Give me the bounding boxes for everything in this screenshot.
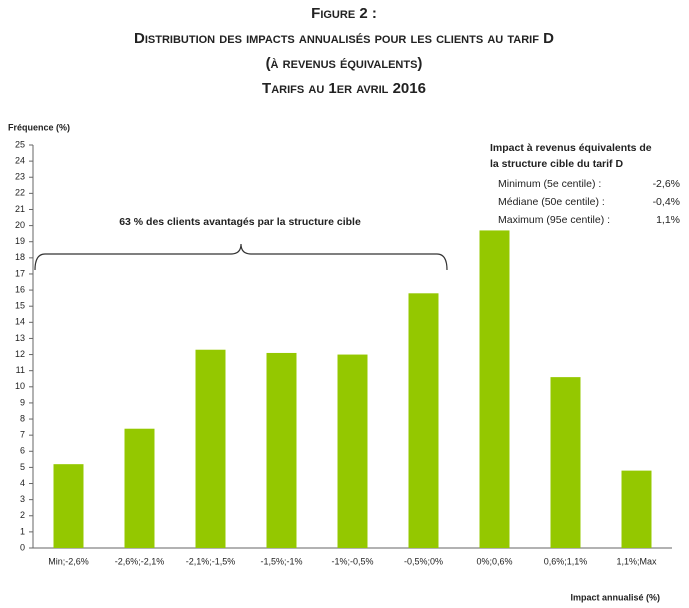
y-tick-label: 6 [20, 446, 25, 456]
y-tick-label: 7 [20, 430, 25, 440]
x-tick-label: -0,5%;0% [404, 556, 443, 566]
x-axis-label: Impact annualisé (%) [570, 592, 660, 602]
bar [479, 230, 510, 548]
infobox-title: Impact à revenus équivalents de [490, 142, 652, 154]
x-tick-label: -1,5%;-1% [260, 556, 302, 566]
y-tick-label: 10 [15, 381, 25, 391]
y-tick-label: 17 [15, 268, 25, 278]
y-tick-label: 1 [20, 526, 25, 536]
chart-title: Distribution des impacts annualisés pour… [134, 30, 554, 47]
bar [408, 293, 439, 548]
x-tick-label: -2,6%;-2,1% [115, 556, 165, 566]
y-tick-label: 9 [20, 397, 25, 407]
brace [34, 243, 448, 271]
y-tick-label: 8 [20, 413, 25, 423]
y-tick-label: 25 [15, 139, 25, 149]
y-tick-label: 0 [20, 542, 25, 552]
x-tick-label: -1%;-0,5% [331, 556, 373, 566]
chart-title: Tarifs au 1er avril 2016 [262, 80, 426, 97]
y-tick-label: 12 [15, 349, 25, 359]
x-tick-label: 0%;0,6% [476, 556, 512, 566]
y-tick-label: 5 [20, 462, 25, 472]
chart-title: Figure 2 : [311, 5, 377, 22]
y-tick-label: 2 [20, 510, 25, 520]
infobox-value: -2,6% [653, 178, 680, 190]
y-tick-label: 20 [15, 220, 25, 230]
infobox-label: Médiane (50e centile) : [498, 196, 605, 208]
infobox-value: -0,4% [653, 196, 680, 208]
bar [124, 428, 155, 548]
x-tick-label: 0,6%;1,1% [544, 556, 588, 566]
y-tick-label: 24 [15, 155, 25, 165]
bar [621, 470, 652, 548]
bar [337, 354, 368, 548]
y-tick-label: 13 [15, 333, 25, 343]
y-axis-label: Fréquence (%) [8, 122, 70, 132]
y-tick-label: 16 [15, 284, 25, 294]
y-tick-label: 4 [20, 478, 25, 488]
y-tick-label: 11 [16, 365, 25, 375]
y-tick-label: 22 [15, 188, 25, 198]
y-tick-label: 15 [15, 301, 25, 311]
infobox-value: 1,1% [656, 214, 680, 226]
y-tick-label: 18 [15, 252, 25, 262]
bar [195, 349, 226, 548]
x-tick-label: -2,1%;-1,5% [186, 556, 236, 566]
chart-title: (à revenus équivalents) [266, 55, 423, 72]
bar [53, 464, 84, 548]
y-tick-label: 19 [15, 236, 25, 246]
x-tick-label: Min;-2,6% [48, 556, 89, 566]
x-tick-label: 1,1%;Max [616, 556, 657, 566]
infobox-label: Minimum (5e centile) : [498, 178, 601, 190]
bar [550, 377, 581, 548]
annotation: 63 % des clients avantagés par la struct… [119, 216, 361, 228]
y-tick-label: 14 [15, 317, 25, 327]
y-tick-label: 3 [20, 494, 25, 504]
y-tick-label: 21 [15, 204, 25, 214]
infobox-label: Maximum (95e centile) : [498, 214, 610, 226]
bar [266, 352, 297, 548]
infobox-title: la structure cible du tarif D [490, 158, 623, 170]
y-tick-label: 23 [15, 172, 25, 182]
